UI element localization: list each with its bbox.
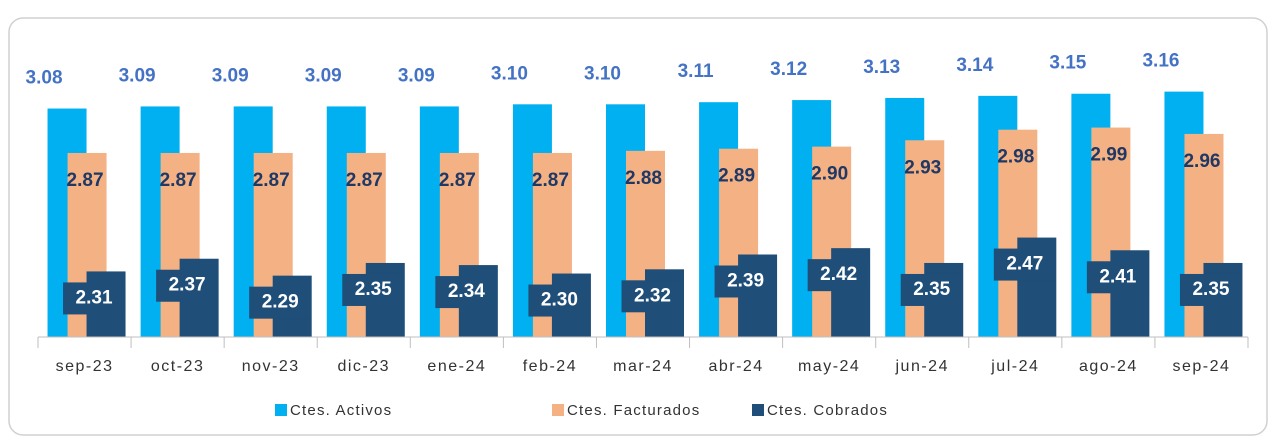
data-label: 3.08 [26, 68, 63, 89]
x-tick-label: oct-23 [151, 358, 204, 375]
x-tick-label: dic-23 [337, 358, 390, 375]
x-tick-label: jun-24 [894, 358, 948, 375]
data-label: 2.99 [1090, 145, 1127, 166]
label-box [249, 286, 312, 319]
x-tick-label: nov-23 [242, 358, 300, 375]
data-label: 2.98 [997, 147, 1034, 168]
label-box [435, 276, 498, 309]
legend-label: Ctes. Cobrados [767, 402, 888, 419]
data-label: 3.10 [584, 63, 621, 84]
data-label: 2.32 [634, 285, 671, 306]
legend-swatch [752, 404, 764, 416]
data-label: 3.16 [1142, 51, 1179, 72]
data-label: 2.31 [76, 287, 113, 308]
label-box [156, 269, 219, 302]
data-label: 2.87 [67, 170, 104, 191]
data-label: 2.93 [904, 157, 941, 178]
label-box [714, 265, 777, 298]
data-label: 2.35 [913, 279, 950, 300]
x-tick-label: sep-23 [56, 358, 114, 375]
data-label: 2.87 [532, 170, 569, 191]
data-label: 2.42 [820, 264, 857, 285]
label-box [621, 280, 684, 313]
data-label: 3.11 [678, 61, 714, 82]
data-label: 2.96 [1183, 151, 1220, 172]
data-label: 2.34 [448, 281, 485, 302]
data-label: 2.29 [262, 292, 299, 313]
label-box [807, 259, 870, 292]
data-label: 2.47 [1006, 254, 1043, 275]
data-label: 2.37 [169, 275, 206, 296]
data-label: 2.89 [718, 166, 755, 187]
data-label: 3.10 [491, 63, 528, 84]
data-label: 2.87 [346, 170, 383, 191]
x-tick-label: sep-24 [1173, 358, 1231, 375]
legend-label: Ctes. Activos [290, 402, 392, 419]
data-label: 3.09 [305, 65, 342, 86]
data-label: 2.41 [1099, 266, 1136, 287]
data-label: 2.90 [811, 164, 848, 185]
label-box [900, 273, 963, 306]
data-label: 2.35 [355, 279, 392, 300]
data-label: 3.09 [212, 65, 249, 86]
data-label: 2.88 [625, 168, 662, 189]
data-label: 2.30 [541, 290, 578, 311]
label-box [63, 282, 126, 315]
x-tick-label: may-24 [798, 358, 860, 375]
data-label: 3.09 [398, 65, 435, 86]
label-box [1179, 273, 1242, 306]
label-box [342, 273, 405, 306]
data-label: 3.13 [863, 57, 900, 78]
x-tick-label: mar-24 [613, 358, 673, 375]
data-label: 3.12 [770, 59, 807, 80]
x-tick-label: ene-24 [427, 358, 486, 375]
data-label: 3.15 [1049, 53, 1086, 74]
data-label: 3.14 [956, 55, 993, 76]
legend-swatch [275, 404, 287, 416]
data-label: 3.09 [119, 65, 156, 86]
legend-label: Ctes. Facturados [567, 402, 700, 419]
x-tick-label: feb-24 [523, 358, 577, 375]
x-tick-label: abr-24 [708, 358, 763, 375]
legend-swatch [552, 404, 564, 416]
x-tick-label: ago-24 [1079, 358, 1138, 375]
data-label: 2.87 [160, 170, 197, 191]
data-label: 2.35 [1192, 279, 1229, 300]
label-box [993, 248, 1056, 281]
data-label: 2.39 [727, 271, 764, 292]
label-box [1086, 261, 1149, 294]
data-label: 2.87 [439, 170, 476, 191]
x-tick-label: jul-24 [990, 358, 1039, 375]
data-label: 2.87 [253, 170, 290, 191]
label-box [528, 284, 591, 317]
